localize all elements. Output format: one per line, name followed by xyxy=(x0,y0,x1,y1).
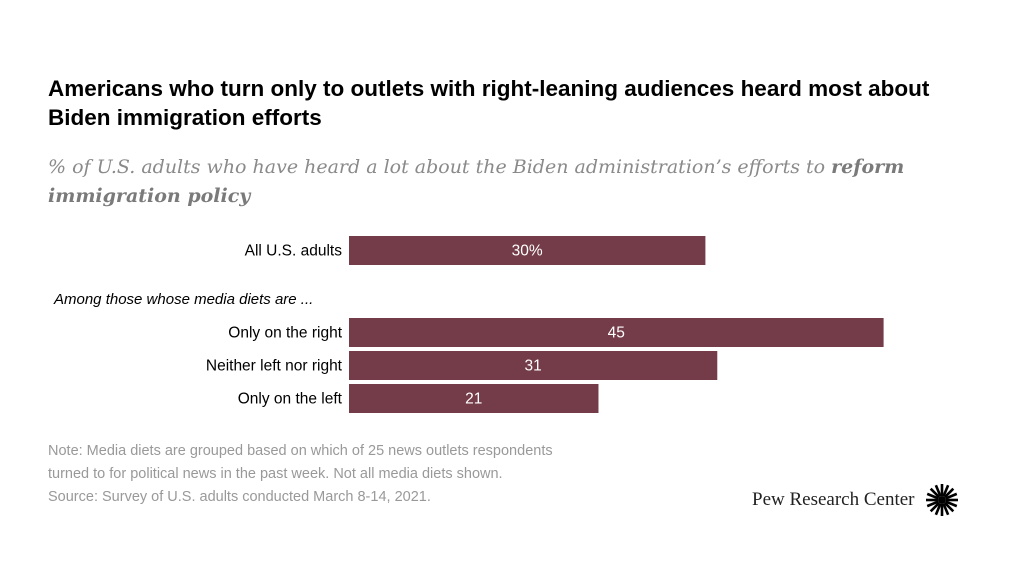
logo-text: Pew Research Center xyxy=(752,489,915,510)
category-label: Only on the right xyxy=(228,325,342,342)
note-line: turned to for political news in the past… xyxy=(48,466,503,482)
category-label: Neither left nor right xyxy=(206,358,343,375)
note-line: Note: Media diets are grouped based on w… xyxy=(48,443,553,459)
data-label: 31 xyxy=(525,358,542,375)
subtitle-text: % of U.S. adults who have heard a lot ab… xyxy=(48,156,832,178)
data-label: 21 xyxy=(465,391,482,408)
sunburst-icon xyxy=(925,484,958,516)
category-label: All U.S. adults xyxy=(245,243,343,260)
source-line: Source: Survey of U.S. adults conducted … xyxy=(48,489,431,505)
bar xyxy=(349,236,706,265)
pew-logo: Pew Research Center xyxy=(752,483,959,517)
bar xyxy=(349,384,599,413)
data-label: 30% xyxy=(512,243,543,260)
group-label: Among those whose media diets are ... xyxy=(53,291,313,308)
chart-subtitle: % of U.S. adults who have heard a lot ab… xyxy=(48,153,988,211)
subtitle-emphasis: reform immigration policy xyxy=(48,156,905,207)
bar xyxy=(349,351,718,380)
chart-title: Americans who turn only to outlets with … xyxy=(48,76,930,130)
note: Note: Media diets are grouped based on w… xyxy=(48,440,553,509)
data-label: 45 xyxy=(608,325,625,342)
category-label: Only on the left xyxy=(238,391,343,408)
bar xyxy=(349,318,884,347)
